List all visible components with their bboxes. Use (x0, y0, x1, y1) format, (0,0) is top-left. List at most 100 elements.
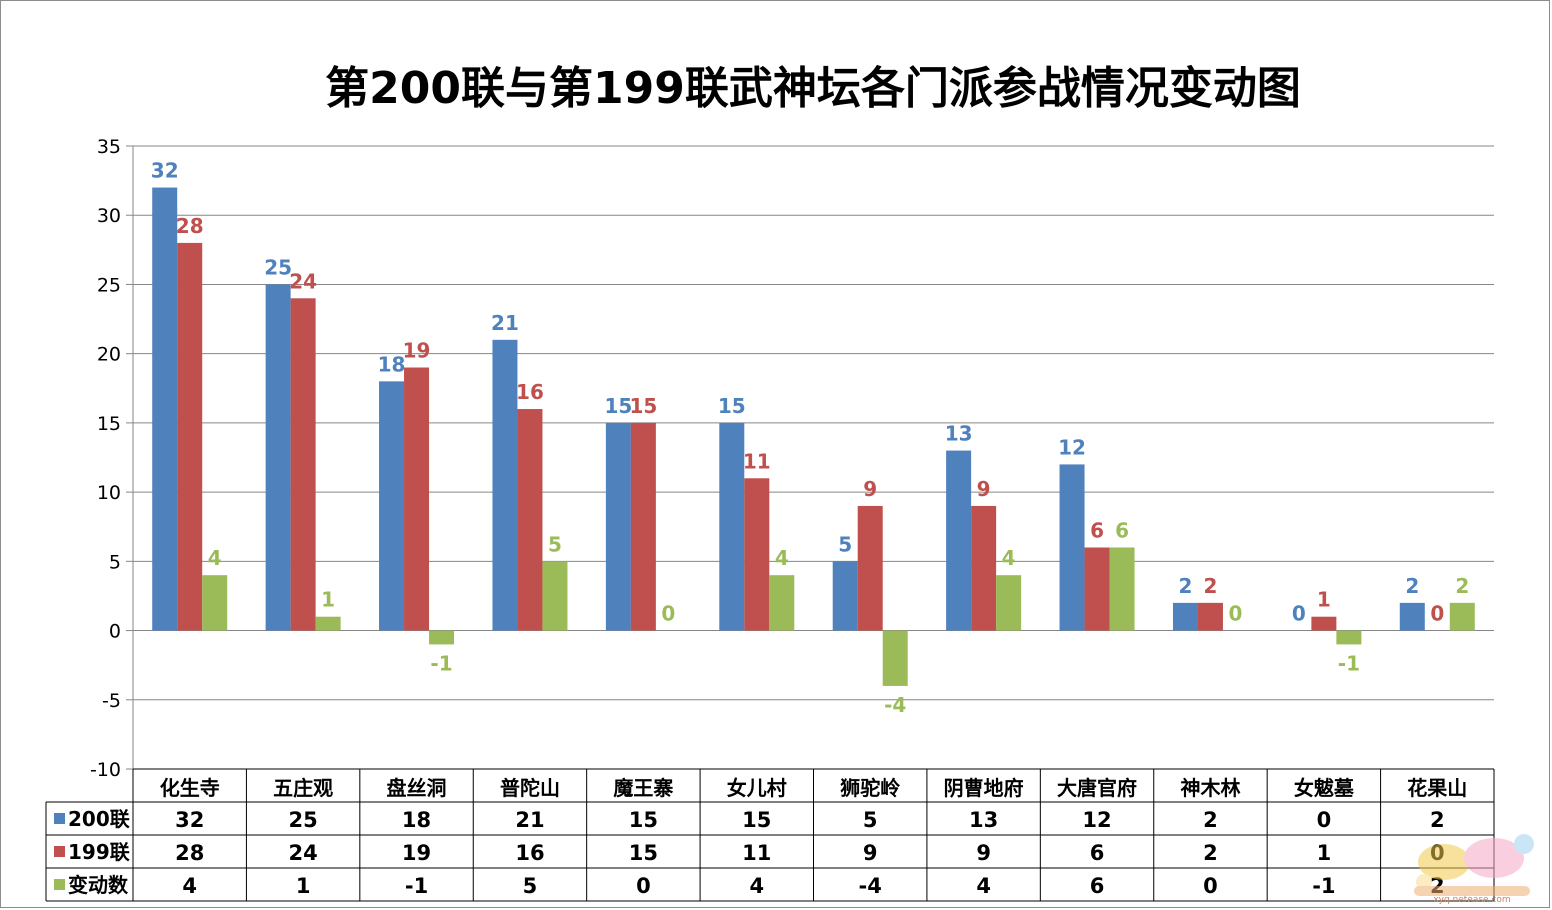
data-label: 4 (1002, 546, 1016, 570)
table-cell: 0 (636, 874, 651, 898)
data-label: 25 (264, 255, 292, 279)
legend-swatch (54, 813, 65, 824)
watermark-text: xyq.netease.com (1433, 895, 1510, 904)
data-label: 24 (289, 269, 317, 293)
data-label: 2 (1178, 574, 1192, 598)
data-label: 1 (321, 588, 335, 612)
bar-199 (404, 367, 430, 631)
bar-200 (1059, 464, 1085, 631)
data-label: 1 (1317, 588, 1331, 612)
bar-200 (946, 450, 972, 631)
table-cell: 9 (863, 841, 878, 865)
legend-label: 变动数 (68, 873, 129, 897)
y-tick-label: 10 (97, 482, 121, 504)
y-tick-label: 20 (97, 344, 121, 366)
legend-label: 200联 (68, 807, 130, 831)
y-tick-label: 5 (109, 551, 121, 573)
table-cell: 2 (1203, 841, 1218, 865)
bar-199 (1084, 547, 1110, 631)
data-label: 6 (1115, 518, 1129, 542)
category-label: 盘丝洞 (387, 776, 447, 800)
category-label: 普陀山 (500, 776, 560, 800)
table-cell: 15 (629, 841, 658, 865)
table-cell: -4 (859, 874, 882, 898)
bar-200 (1399, 602, 1425, 631)
table-cell: 28 (175, 841, 204, 865)
table-cell: 5 (863, 808, 878, 832)
category-label: 狮驼岭 (840, 776, 900, 800)
table-cell: 9 (976, 841, 991, 865)
category-label: 魔王寨 (613, 776, 673, 800)
y-tick-label: -5 (102, 690, 121, 712)
data-label: -1 (1338, 651, 1360, 675)
data-label: 13 (945, 422, 973, 446)
data-label: 2 (1455, 574, 1469, 598)
table-cell: 25 (289, 808, 318, 832)
table-cell: 1 (296, 874, 311, 898)
bar-200 (492, 339, 518, 631)
data-label: 15 (718, 394, 746, 418)
table-cell: 2 (1203, 808, 1218, 832)
y-tick-label: 35 (97, 136, 121, 158)
y-tick-label: 30 (97, 205, 121, 227)
table-cell: 16 (515, 841, 544, 865)
legend-label: 199联 (68, 840, 130, 864)
bar-199 (1197, 602, 1223, 631)
table-cell: 15 (629, 808, 658, 832)
bar-199 (290, 298, 316, 631)
table-cell: 21 (515, 808, 544, 832)
category-label: 大唐官府 (1057, 776, 1137, 800)
table-cell: 13 (969, 808, 998, 832)
table-cell: 4 (749, 874, 764, 898)
bar-diff (882, 630, 908, 686)
bar-diff (1109, 547, 1135, 631)
data-label: 4 (208, 546, 222, 570)
data-label: 0 (1292, 602, 1306, 626)
bar-199 (857, 505, 883, 631)
table-cell: -1 (405, 874, 428, 898)
data-label: 5 (548, 532, 562, 556)
data-label: 15 (604, 394, 632, 418)
bar-diff (202, 575, 228, 631)
data-label: 9 (977, 477, 991, 501)
bar-200 (605, 422, 631, 631)
table-cell: 0 (1203, 874, 1218, 898)
forum-watermark-logo: xyq.netease.com (1414, 834, 1534, 904)
bar-200 (265, 284, 291, 631)
table-cell: 5 (523, 874, 538, 898)
table-cell: 1 (1317, 841, 1332, 865)
data-label: 16 (516, 380, 544, 404)
table-cell: 6 (1090, 841, 1105, 865)
legend-swatch (54, 846, 65, 857)
data-label: 21 (491, 311, 519, 335)
data-label: 0 (1430, 602, 1444, 626)
data-label: 32 (151, 159, 179, 183)
legend-swatch (54, 879, 65, 890)
y-tick-label: -10 (90, 759, 121, 781)
table-cell: -1 (1312, 874, 1335, 898)
category-label: 女魃墓 (1294, 776, 1355, 800)
data-label: -4 (884, 693, 906, 717)
data-label: 6 (1090, 518, 1104, 542)
table-cell: 18 (402, 808, 431, 832)
chart-title: 第200联与第199联武神坛各门派参战情况变动图 (325, 63, 1301, 114)
data-label: 12 (1058, 435, 1086, 459)
data-label: -1 (430, 651, 452, 675)
bar-199 (744, 478, 770, 631)
category-label: 神木林 (1180, 776, 1240, 800)
data-label: 11 (743, 449, 771, 473)
table-cell: 4 (976, 874, 991, 898)
category-label: 五庄观 (273, 776, 333, 800)
bar-diff (1449, 602, 1475, 631)
bar-200 (1172, 602, 1198, 631)
bar-diff (996, 575, 1022, 631)
y-tick-label: 15 (97, 413, 121, 435)
bar-diff (542, 561, 568, 631)
data-label: 28 (176, 214, 204, 238)
data-label: 9 (863, 477, 877, 501)
category-label: 阴曹地府 (944, 776, 1024, 800)
table-cell: 15 (742, 808, 771, 832)
y-tick-label: 0 (109, 621, 121, 643)
bar-diff (315, 616, 341, 631)
